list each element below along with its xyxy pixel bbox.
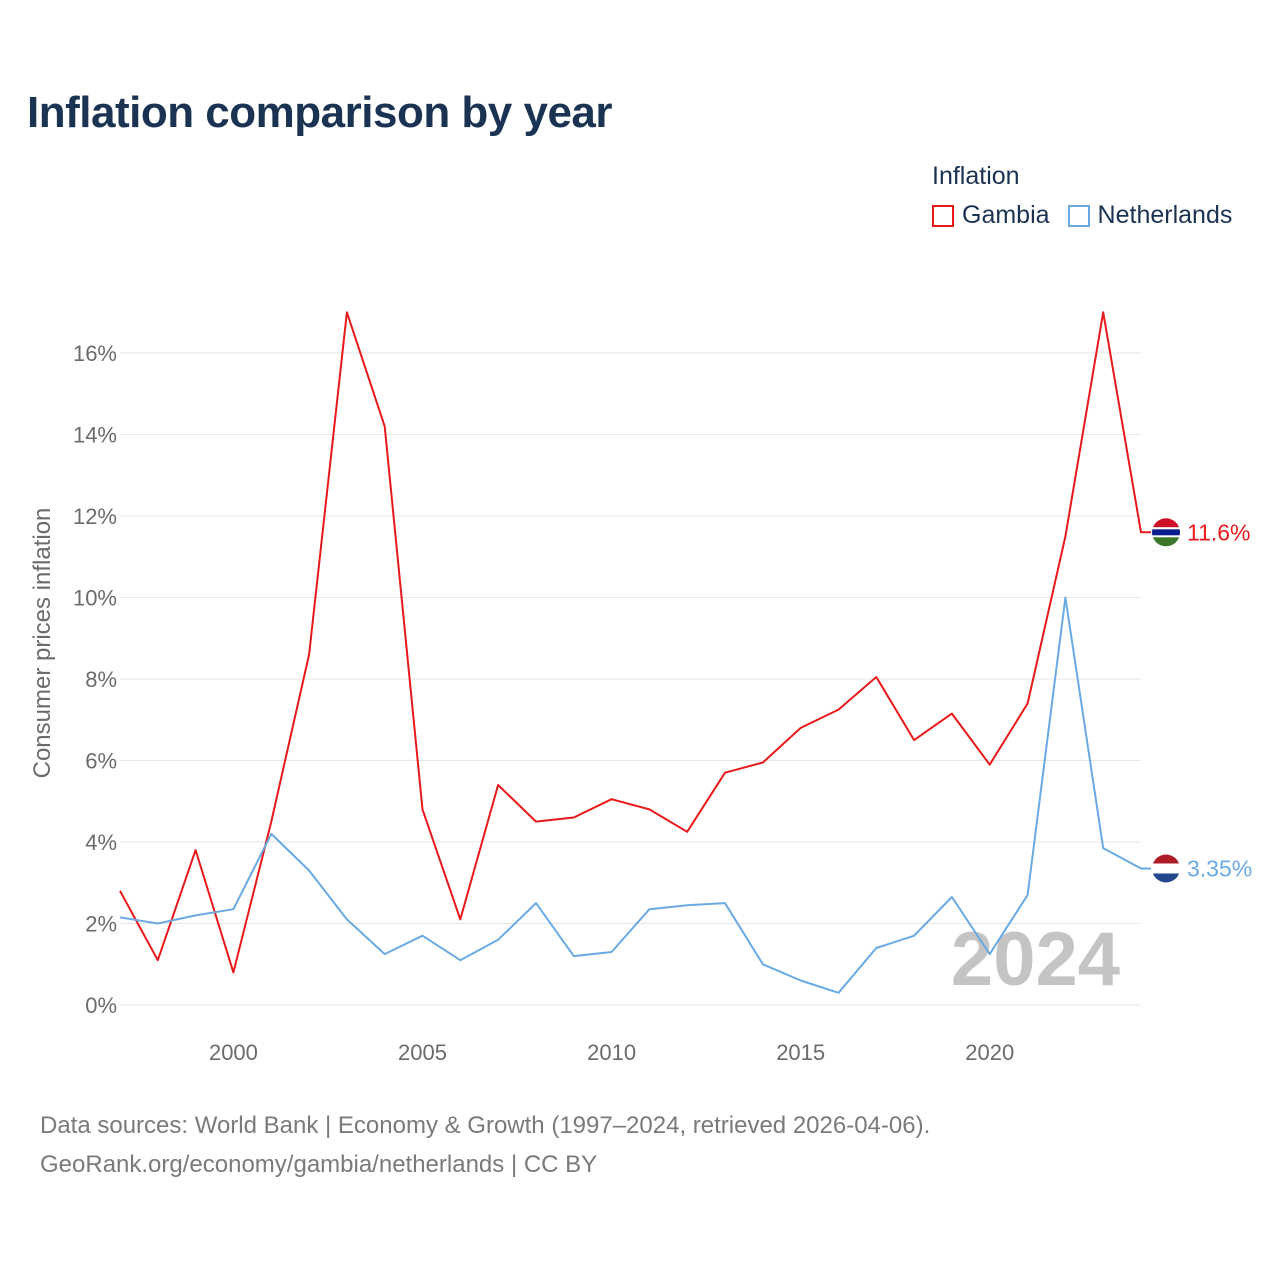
line-chart: 0% 2% 4% 6% 8% 10% 12% 14% 16% 2000 2005 2010 2015 2…	[29, 311, 1252, 1065]
y-tick-label: 4%	[85, 830, 117, 855]
chart-title: Inflation comparison by year	[27, 88, 613, 137]
legend: Inflation Gambia Netherlands	[932, 162, 1232, 230]
y-tick-label: 6%	[85, 749, 117, 774]
legend-label-netherlands: Netherlands	[1097, 201, 1233, 229]
source-line-2[interactable]: GeoRank.org/economy/gambia/netherlands |…	[40, 1151, 598, 1178]
legend-item-gambia[interactable]: Gambia	[932, 201, 1050, 230]
end-value-label-gambia: 11.6%	[1187, 519, 1251, 545]
legend-title: Inflation	[932, 162, 1020, 190]
series-line-netherlands[interactable]	[119, 596, 1151, 994]
y-tick-label: 0%	[85, 993, 117, 1018]
x-tick-label: 2015	[776, 1040, 825, 1065]
y-axis-title: Consumer prices inflation	[29, 508, 56, 779]
legend-swatch-netherlands	[1067, 204, 1090, 227]
x-tick-label: 2020	[965, 1040, 1014, 1065]
y-tick-label: 10%	[73, 586, 117, 611]
y-tick-label: 8%	[85, 667, 117, 692]
source-note: Data sources: World Bank | Economy & Gro…	[40, 1106, 930, 1184]
flag-icon-netherlands	[1152, 854, 1180, 883]
series-line-gambia[interactable]	[119, 311, 1151, 974]
flag-icon-gambia	[1152, 518, 1180, 547]
y-tick-label: 2%	[85, 912, 117, 937]
year-watermark: 2024	[951, 917, 1120, 1002]
y-tick-label: 16%	[73, 341, 117, 366]
y-tick-label: 14%	[73, 423, 117, 448]
x-tick-label: 2010	[587, 1040, 636, 1065]
legend-item-netherlands[interactable]: Netherlands	[1067, 201, 1233, 230]
end-value-label-netherlands: 3.35%	[1187, 856, 1252, 882]
y-tick-label: 12%	[73, 504, 117, 529]
legend-swatch-gambia	[932, 204, 954, 227]
x-tick-label: 2005	[398, 1040, 447, 1065]
x-tick-label: 2000	[209, 1040, 258, 1065]
source-line-1: Data sources: World Bank | Economy & Gro…	[40, 1112, 931, 1139]
legend-label-gambia: Gambia	[962, 201, 1050, 229]
